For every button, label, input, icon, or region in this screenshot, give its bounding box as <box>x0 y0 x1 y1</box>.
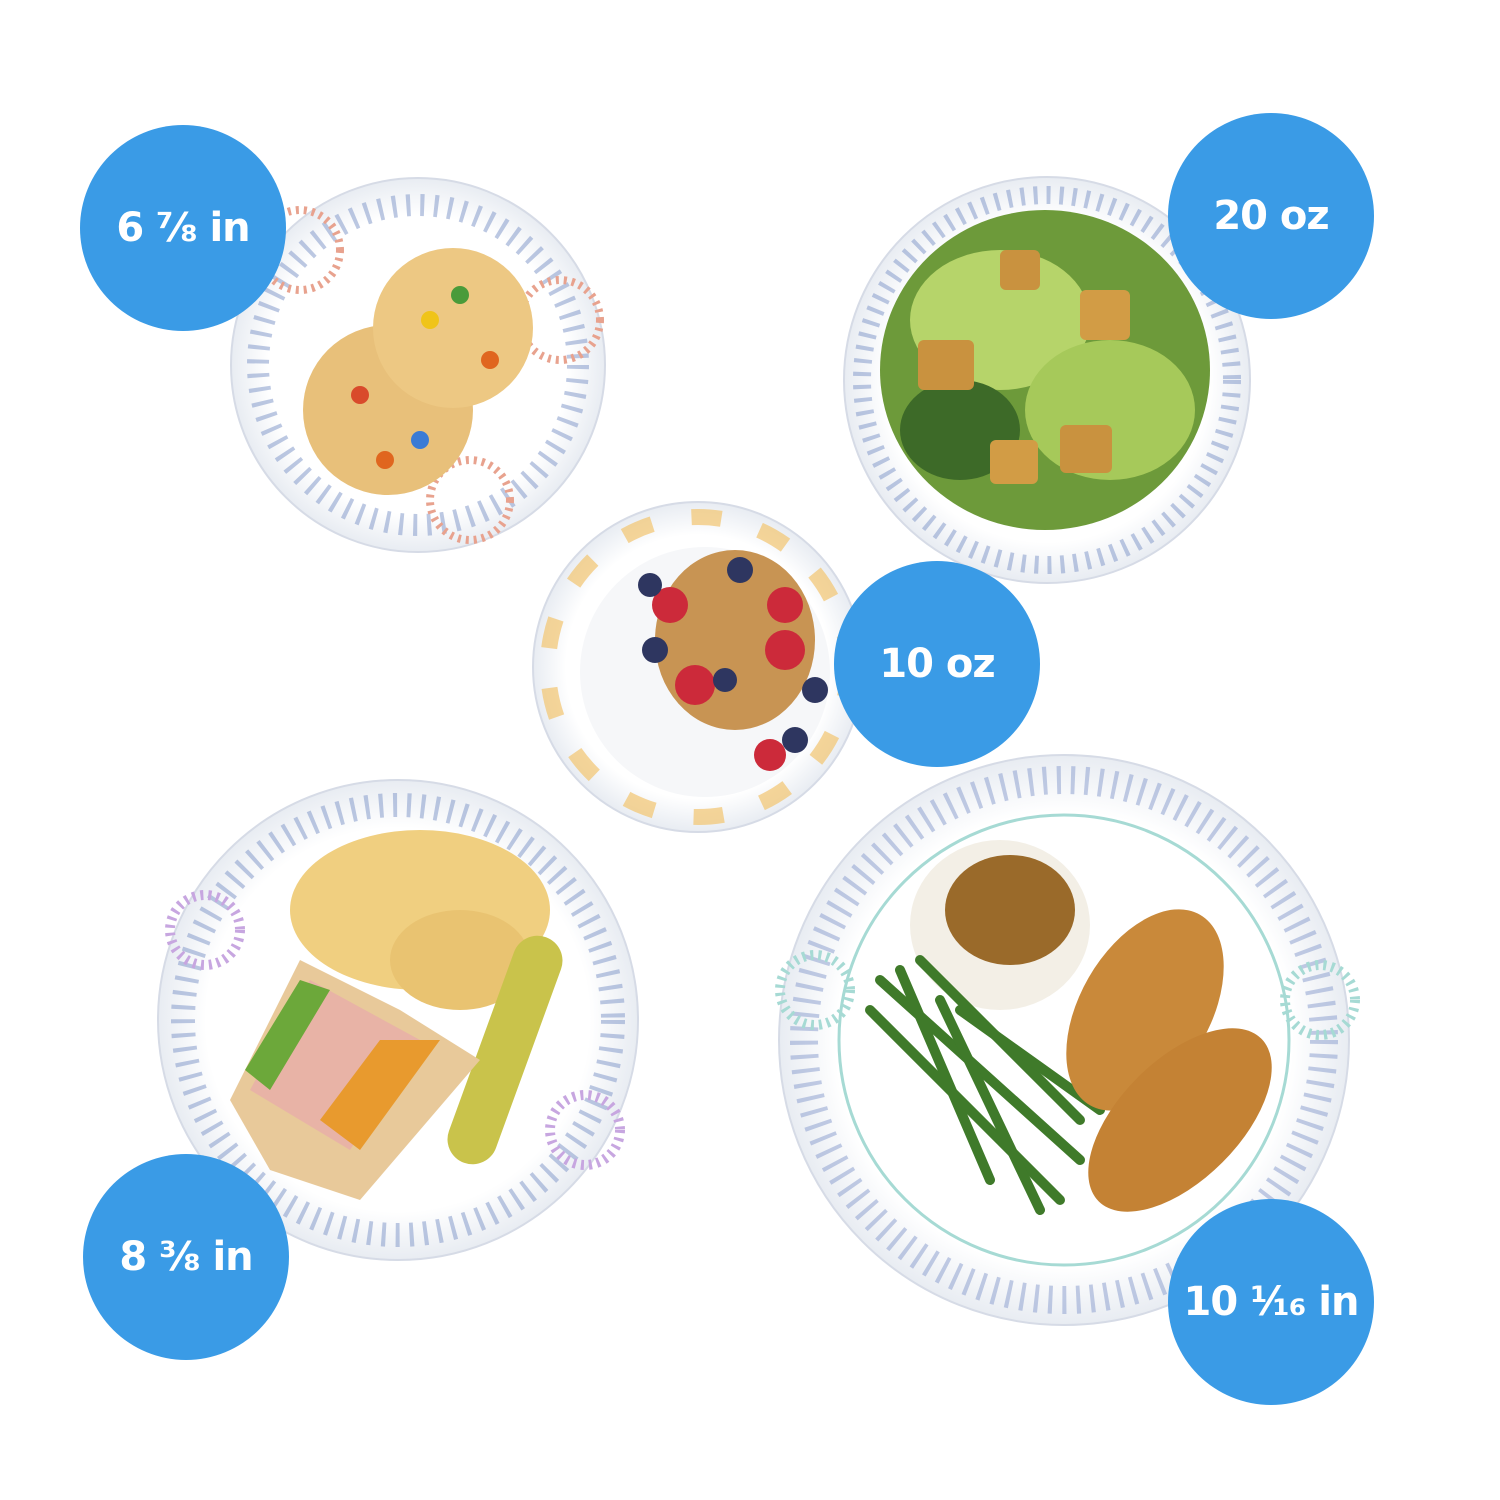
small-plate-cookies <box>230 177 606 553</box>
badge-large-bowl-capacity: 20 oz <box>1168 113 1374 319</box>
small-bowl-yogurt <box>532 501 864 833</box>
badge-medium-plate-size: 8 ⅜ in <box>83 1154 289 1360</box>
badge-small-plate-size: 6 ⅞ in <box>80 125 286 331</box>
large-plate-dinner <box>775 754 1360 1326</box>
medium-plate-sandwich <box>157 779 639 1261</box>
cookie <box>373 248 533 408</box>
large-bowl-salad <box>843 176 1251 584</box>
badge-small-bowl-capacity: 10 oz <box>834 561 1040 767</box>
badge-large-plate-size: 10 ¹⁄₁₆ in <box>1168 1199 1374 1405</box>
